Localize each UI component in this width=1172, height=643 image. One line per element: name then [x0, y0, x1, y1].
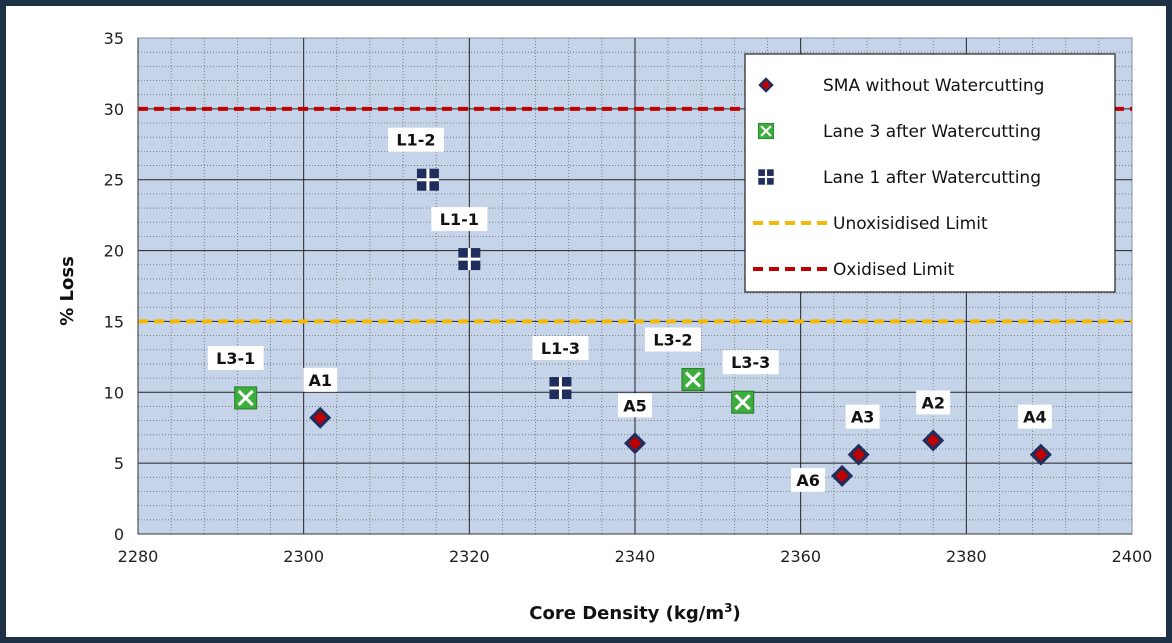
point-label-bg [431, 207, 488, 232]
legend-label-5: Oxidised Limit [833, 260, 955, 280]
x-tick-label: 2380 [946, 547, 987, 566]
legend-label-4: Unoxisidised Limit [833, 214, 988, 234]
legend-label-2: Lane 3 after Watercutting [823, 122, 1041, 142]
legend-marker-1 [758, 77, 774, 93]
point-label-bg [207, 345, 264, 370]
point-label-bg [387, 127, 444, 152]
legend-box [744, 53, 1116, 293]
point-label-l1-3: L1-3 [541, 339, 580, 358]
point-label-bg [1017, 404, 1052, 429]
x-tick-label: 2300 [283, 547, 324, 566]
point-label-a5: A5 [623, 396, 647, 415]
point-label-l3-1: L3-1 [216, 349, 255, 368]
point-label-bg [791, 467, 826, 492]
y-tick-label: 20 [104, 242, 124, 261]
data-point-l3-3 [731, 390, 755, 414]
legend-label-1: SMA without Watercutting [823, 76, 1044, 96]
point-label-a6: A6 [796, 471, 820, 490]
y-tick-label: 10 [104, 383, 124, 402]
data-point-l3-2 [681, 368, 705, 392]
legend-marker-2 [757, 122, 775, 140]
scatter-chart: A1 A2 A3 A4 A5 A6 L3-1 L3-2 L3-3 L1-1 L1-2 L1-3 228… [57, 29, 1153, 624]
point-label-l3-3: L3-3 [731, 353, 770, 372]
point-label-l1-2: L1-2 [396, 131, 435, 150]
data-point-a6 [831, 464, 854, 487]
marker-inner [926, 433, 940, 447]
point-label-bg [916, 390, 951, 415]
point-label-a1: A1 [308, 371, 332, 390]
point-label-bg [722, 350, 779, 375]
legend-marker-3 [758, 169, 774, 185]
y-tick-label: 30 [104, 100, 124, 119]
data-point-l1-3 [549, 377, 572, 400]
y-axis-title: % Loss [57, 256, 78, 326]
marker-inner [313, 411, 327, 425]
point-label-a3: A3 [851, 408, 875, 427]
data-point-a4 [1029, 443, 1052, 466]
y-tick-label: 25 [104, 171, 124, 190]
point-label-l1-1: L1-1 [440, 210, 479, 229]
y-tick-label: 15 [104, 312, 124, 331]
data-point-l1-2 [416, 168, 439, 191]
marker-inner [628, 436, 642, 450]
point-label-a2: A2 [921, 393, 945, 412]
axes: 2280 2300 2320 2340 2360 2380 2400 0 5 10 15 20 25 30… [104, 29, 1153, 566]
point-label-a4: A4 [1023, 408, 1047, 427]
marker-inner [835, 469, 849, 483]
x-tick-label: 2400 [1112, 547, 1153, 566]
point-label-bg [532, 336, 589, 361]
marker-inner [852, 448, 866, 462]
y-tick-label: 35 [104, 29, 124, 48]
point-label-bg [845, 404, 880, 429]
y-tick-label: 5 [114, 454, 124, 473]
marker-inner [1034, 448, 1048, 462]
data-marks: A1 A2 A3 A4 A5 A6 L3-1 L3-2 L3-3 L1-1 L1-2 L1-3 [207, 127, 1052, 492]
x-axis-title-main: Core Density (kg/m [529, 603, 724, 624]
marker-cross-b [760, 125, 772, 137]
data-point-l1-1 [458, 248, 481, 271]
point-label-bg [618, 393, 652, 418]
point-label-bg [644, 327, 701, 352]
marker-cross-b [684, 371, 702, 388]
x-tick-label: 2320 [449, 547, 490, 566]
x-axis-title: Core Density (kg/m3) [529, 601, 740, 624]
marker-cross-b [734, 394, 751, 411]
data-point-l3-1 [234, 386, 258, 410]
data-point-a5 [624, 432, 646, 455]
x-axis-title-superscript: 3 [724, 601, 732, 615]
y-tick-label: 0 [114, 525, 124, 544]
marker-cross-b [237, 389, 254, 407]
x-tick-label: 2340 [615, 547, 656, 566]
data-point-a3 [847, 443, 870, 466]
point-label-bg [303, 367, 338, 392]
data-point-a1 [309, 406, 332, 429]
point-label-l3-2: L3-2 [653, 331, 692, 350]
x-axis-title-end: ) [732, 603, 740, 624]
legend-label-3: Lane 1 after Watercutting [823, 168, 1041, 188]
x-tick-label: 2280 [118, 547, 159, 566]
legend: SMA without Watercutting Lane 3 after Wat… [744, 53, 1116, 293]
x-tick-label: 2360 [780, 547, 821, 566]
data-point-a2 [922, 429, 945, 452]
